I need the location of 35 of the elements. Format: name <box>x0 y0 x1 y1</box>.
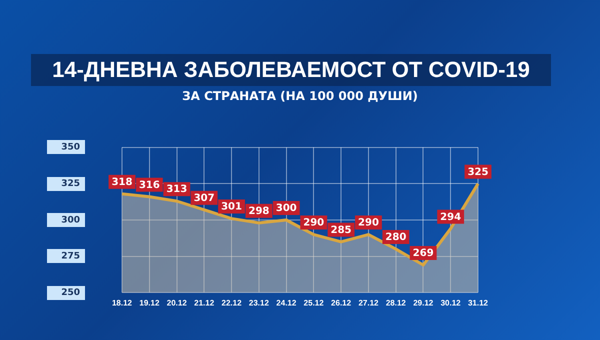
data-label: 290 <box>358 218 379 229</box>
x-tick-label: 26.12 <box>331 298 352 308</box>
data-label: 280 <box>385 232 406 244</box>
x-tick-label: 29.12 <box>413 298 434 308</box>
x-tick-label: 27.12 <box>358 298 380 308</box>
x-tick-label: 19.12 <box>139 298 160 308</box>
data-label: 269 <box>412 248 434 260</box>
x-tick-label: 21.12 <box>194 298 215 308</box>
data-label: 318 <box>112 176 132 188</box>
data-label: 285 <box>330 224 352 236</box>
x-tick-label: 24.12 <box>276 298 297 308</box>
data-label: 316 <box>138 180 160 191</box>
y-tick-label: 350 <box>61 142 80 153</box>
data-label: 325 <box>468 166 488 178</box>
x-tick-label: 30.12 <box>440 298 462 308</box>
data-label: 313 <box>166 184 188 196</box>
y-tick-label: 325 <box>61 179 80 190</box>
data-label: 300 <box>276 203 297 214</box>
x-tick-label: 25.12 <box>304 298 324 308</box>
y-tick-label: 275 <box>61 252 80 262</box>
x-tick-label: 18.12 <box>112 298 133 308</box>
data-label: 290 <box>303 218 324 229</box>
x-tick-label: 20.12 <box>166 298 188 308</box>
data-label: 298 <box>248 206 270 217</box>
chart-title: 14-ДНЕВНА ЗАБОЛЕВАЕМОСТ ОТ COVID-19 <box>31 54 551 86</box>
x-tick-label: 28.12 <box>386 298 406 308</box>
data-label: 294 <box>440 212 462 223</box>
x-tick-label: 31.12 <box>468 298 489 308</box>
data-label: 301 <box>221 202 242 213</box>
y-tick-label: 300 <box>61 215 80 226</box>
x-tick-label: 23.12 <box>248 298 270 308</box>
y-tick-label: 250 <box>61 288 80 298</box>
x-tick-label: 22.12 <box>222 298 242 308</box>
data-label: 307 <box>194 192 215 204</box>
chart-subtitle: ЗА СТРАНАТА (НА 100 000 ДУШИ) <box>181 89 419 103</box>
